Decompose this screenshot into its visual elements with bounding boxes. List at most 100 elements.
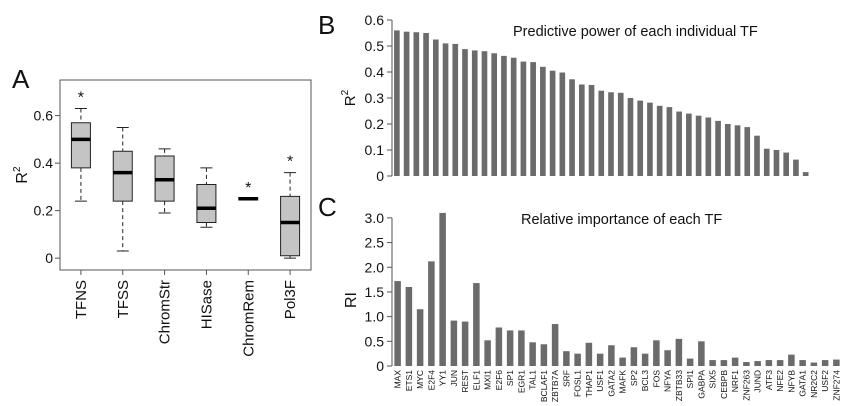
x-tick-label: Pol3F: [282, 280, 299, 319]
y-tick-label: 0.5: [365, 333, 385, 349]
bar: [518, 330, 525, 366]
bar: [617, 92, 624, 176]
bar: [627, 98, 634, 176]
panel-label-c: C: [318, 192, 337, 222]
bar: [510, 57, 517, 177]
box: [280, 195, 301, 257]
x-tick-label: BCL3: [640, 370, 650, 392]
bar: [501, 55, 507, 176]
x-tick-label: NFE2: [775, 370, 785, 392]
y-tick-label: 0.5: [365, 38, 385, 54]
bar: [664, 350, 671, 366]
bar-chart-panel-b: 0 0.1 0.2 0.3 0.4 0.5 0.6: [365, 12, 809, 184]
bar: [495, 327, 503, 366]
bar: [416, 309, 424, 366]
bar: [481, 51, 488, 177]
bar: [799, 360, 806, 366]
bar: [471, 50, 478, 176]
bar: [491, 53, 498, 176]
x-tick-label: ChromRem: [240, 280, 257, 357]
panel-label-a: A: [12, 64, 30, 94]
x-tick-label: SP1: [505, 370, 515, 386]
x-tick-label: FOSL1: [573, 370, 583, 397]
x-tick-label: ATF3: [764, 370, 774, 390]
bar: [715, 120, 721, 176]
x-tick-label: MAFK: [618, 370, 628, 394]
y-tick-label: 2.5: [365, 235, 385, 251]
x-tick-label: GABPA: [696, 370, 706, 399]
x-tick-label: TFNS: [73, 280, 90, 319]
bar: [484, 340, 491, 366]
bar: [695, 115, 702, 176]
bar: [666, 107, 673, 176]
x-tick-label: SPI1: [685, 370, 695, 389]
bar: [731, 357, 739, 366]
x-tick-label: NRF1: [730, 370, 740, 392]
bar: [506, 330, 514, 366]
bar: [793, 159, 799, 176]
y-tick-label: 0.3: [365, 90, 385, 106]
bar: [442, 43, 449, 177]
bar: [578, 84, 585, 176]
y-tick-label: 0.2: [365, 116, 385, 132]
y-axis-label-b: R2: [340, 89, 359, 106]
bar: [720, 360, 728, 366]
x-tick-label: USF1: [595, 370, 605, 392]
x-tick-label: USF2: [820, 370, 830, 392]
bar: [608, 92, 614, 176]
x-tick-label: E2F6: [494, 370, 504, 391]
box: [196, 184, 217, 223]
bar: [686, 358, 694, 366]
bar: [734, 125, 741, 176]
x-tick-label: FOS: [651, 370, 661, 388]
bar: [773, 150, 780, 176]
bar: [630, 347, 638, 366]
bar: [540, 344, 548, 366]
bar: [520, 61, 527, 176]
y-tick-label: 0.6: [365, 12, 385, 28]
bar: [413, 32, 420, 176]
box: [70, 122, 91, 169]
bar: [676, 111, 682, 176]
bar: [821, 360, 829, 366]
bar: [686, 113, 692, 176]
y-tick-label: 0.4: [34, 155, 54, 171]
bar: [403, 31, 410, 177]
bar: [473, 283, 480, 366]
x-tick-label: ETS1: [404, 370, 414, 392]
bar: [439, 212, 446, 366]
x-tick-label: JUN: [449, 370, 459, 387]
bar: [833, 359, 840, 366]
bar: [452, 43, 459, 176]
x-tick-label: ChromStr: [157, 280, 174, 344]
x-tick-label: BCLAF1: [539, 370, 549, 402]
x-tick-label: YY1: [438, 370, 448, 386]
chart-title-b: Predictive power of each individual TF: [513, 24, 758, 40]
x-tick-label: TAL1: [528, 370, 538, 390]
x-tick-label: CEBPB: [719, 370, 729, 399]
panel-label-b: B: [318, 10, 335, 40]
bar: [675, 338, 683, 366]
y-tick-label: 3.0: [365, 210, 385, 226]
bar: [530, 62, 536, 177]
box: [112, 150, 133, 202]
x-tick-label: ELF1: [471, 370, 481, 391]
x-tick-label: TFSS: [115, 280, 132, 318]
x-tick-label: ZNF263: [741, 370, 751, 401]
bar: [802, 172, 809, 176]
bar: [709, 360, 716, 366]
bar: [394, 30, 400, 177]
x-tick-label: E2F4: [426, 370, 436, 391]
bar: [585, 342, 593, 366]
significance-star: *: [78, 90, 84, 107]
x-tick-label: SP2: [629, 370, 639, 386]
x-tick-label: MYC: [415, 370, 425, 389]
bar: [461, 321, 469, 366]
x-tick-label: NR2C2: [809, 370, 819, 398]
bar: [608, 345, 615, 366]
y-tick-label: 0: [45, 250, 53, 266]
bar: [776, 360, 784, 366]
boxplot-panel-a: 0 0.2 0.4 0.6 * TFNS TFSS ChromStr HISase * ChromR…: [34, 79, 312, 357]
bar: [656, 105, 663, 176]
